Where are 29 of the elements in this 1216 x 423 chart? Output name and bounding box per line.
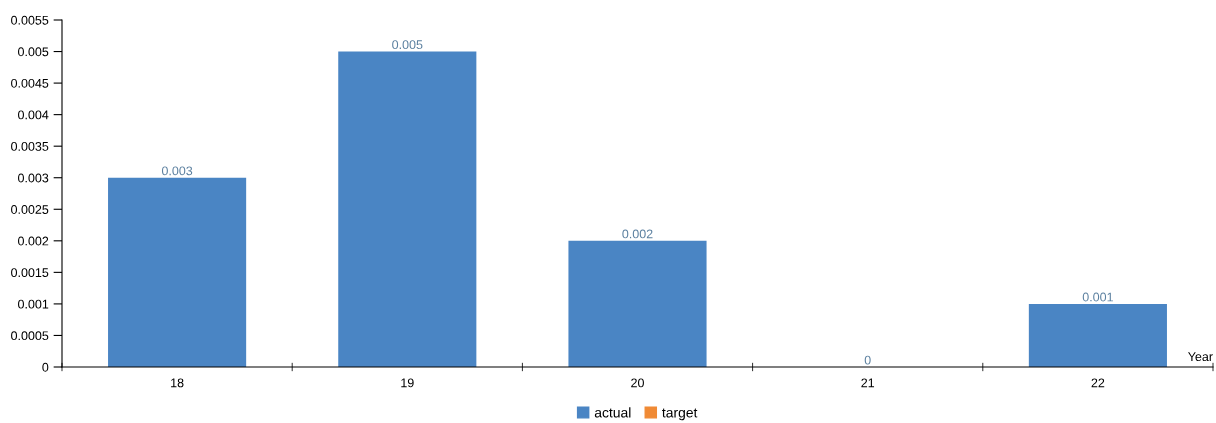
data-label: 0.005 bbox=[392, 40, 423, 50]
y-tick-label: 0.003 bbox=[18, 173, 49, 183]
x-tick-label: 21 bbox=[861, 378, 875, 388]
y-tick-label: 0.005 bbox=[18, 47, 49, 57]
y-tick-label: 0.001 bbox=[18, 299, 49, 309]
legend-label: actual bbox=[594, 407, 631, 418]
y-tick-label: 0.002 bbox=[18, 236, 49, 246]
bar bbox=[108, 177, 247, 367]
y-tick-label: 0.0055 bbox=[11, 15, 49, 25]
x-tick-label: 22 bbox=[1091, 378, 1105, 388]
x-tick-label: 18 bbox=[171, 378, 184, 388]
y-tick-label: 0.0015 bbox=[11, 268, 49, 278]
x-axis-title: Year bbox=[1188, 352, 1213, 362]
y-tick-label: 0.0045 bbox=[11, 78, 49, 88]
bar bbox=[1028, 303, 1167, 367]
data-label: 0.002 bbox=[622, 229, 653, 239]
y-tick-label: 0.0025 bbox=[11, 205, 49, 214]
data-label: 0.003 bbox=[161, 166, 193, 176]
y-tick-label: 0.0005 bbox=[11, 331, 49, 341]
bar bbox=[568, 240, 707, 367]
data-label: 0 bbox=[864, 355, 871, 365]
y-tick-label: 0 bbox=[42, 362, 49, 372]
data-label: 0.001 bbox=[1082, 292, 1113, 302]
y-tick-label: 0.004 bbox=[18, 110, 49, 120]
x-tick-label: 20 bbox=[631, 378, 644, 388]
legend-label: target bbox=[662, 408, 698, 421]
y-tick-label: 0.0035 bbox=[11, 141, 49, 151]
bar bbox=[338, 51, 477, 367]
x-tick-label: 19 bbox=[401, 378, 414, 388]
